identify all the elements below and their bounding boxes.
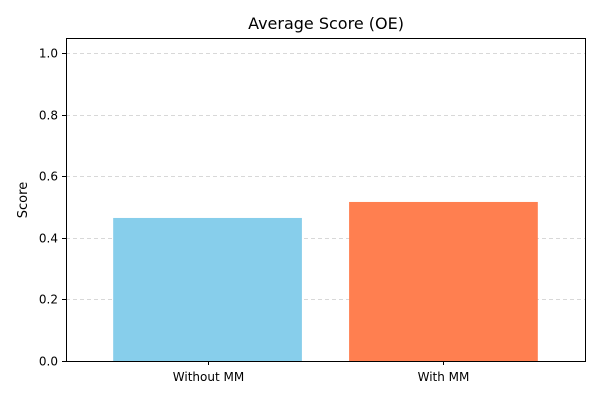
y-tick-label: 0.2 bbox=[39, 293, 58, 307]
y-tick-label: 0.4 bbox=[39, 232, 58, 246]
x-ticks: Without MM With MM bbox=[173, 361, 470, 384]
y-tick-label: 1.0 bbox=[39, 47, 58, 61]
plot-frame bbox=[66, 38, 586, 362]
x-tick-label: Without MM bbox=[173, 370, 244, 384]
y-tick-label: 0.8 bbox=[39, 109, 58, 123]
chart-title: Average Score (OE) bbox=[248, 14, 404, 33]
y-ticks: 0.0 0.2 0.4 0.6 0.8 1.0 bbox=[39, 47, 66, 369]
bar-2 bbox=[349, 201, 538, 361]
y-tick-label: 0.6 bbox=[39, 170, 58, 184]
x-tick-label: With MM bbox=[418, 370, 470, 384]
bars bbox=[113, 201, 538, 361]
bar-1 bbox=[113, 217, 302, 361]
y-axis-label: Score bbox=[16, 182, 31, 218]
y-tick-label: 0.0 bbox=[39, 355, 58, 369]
